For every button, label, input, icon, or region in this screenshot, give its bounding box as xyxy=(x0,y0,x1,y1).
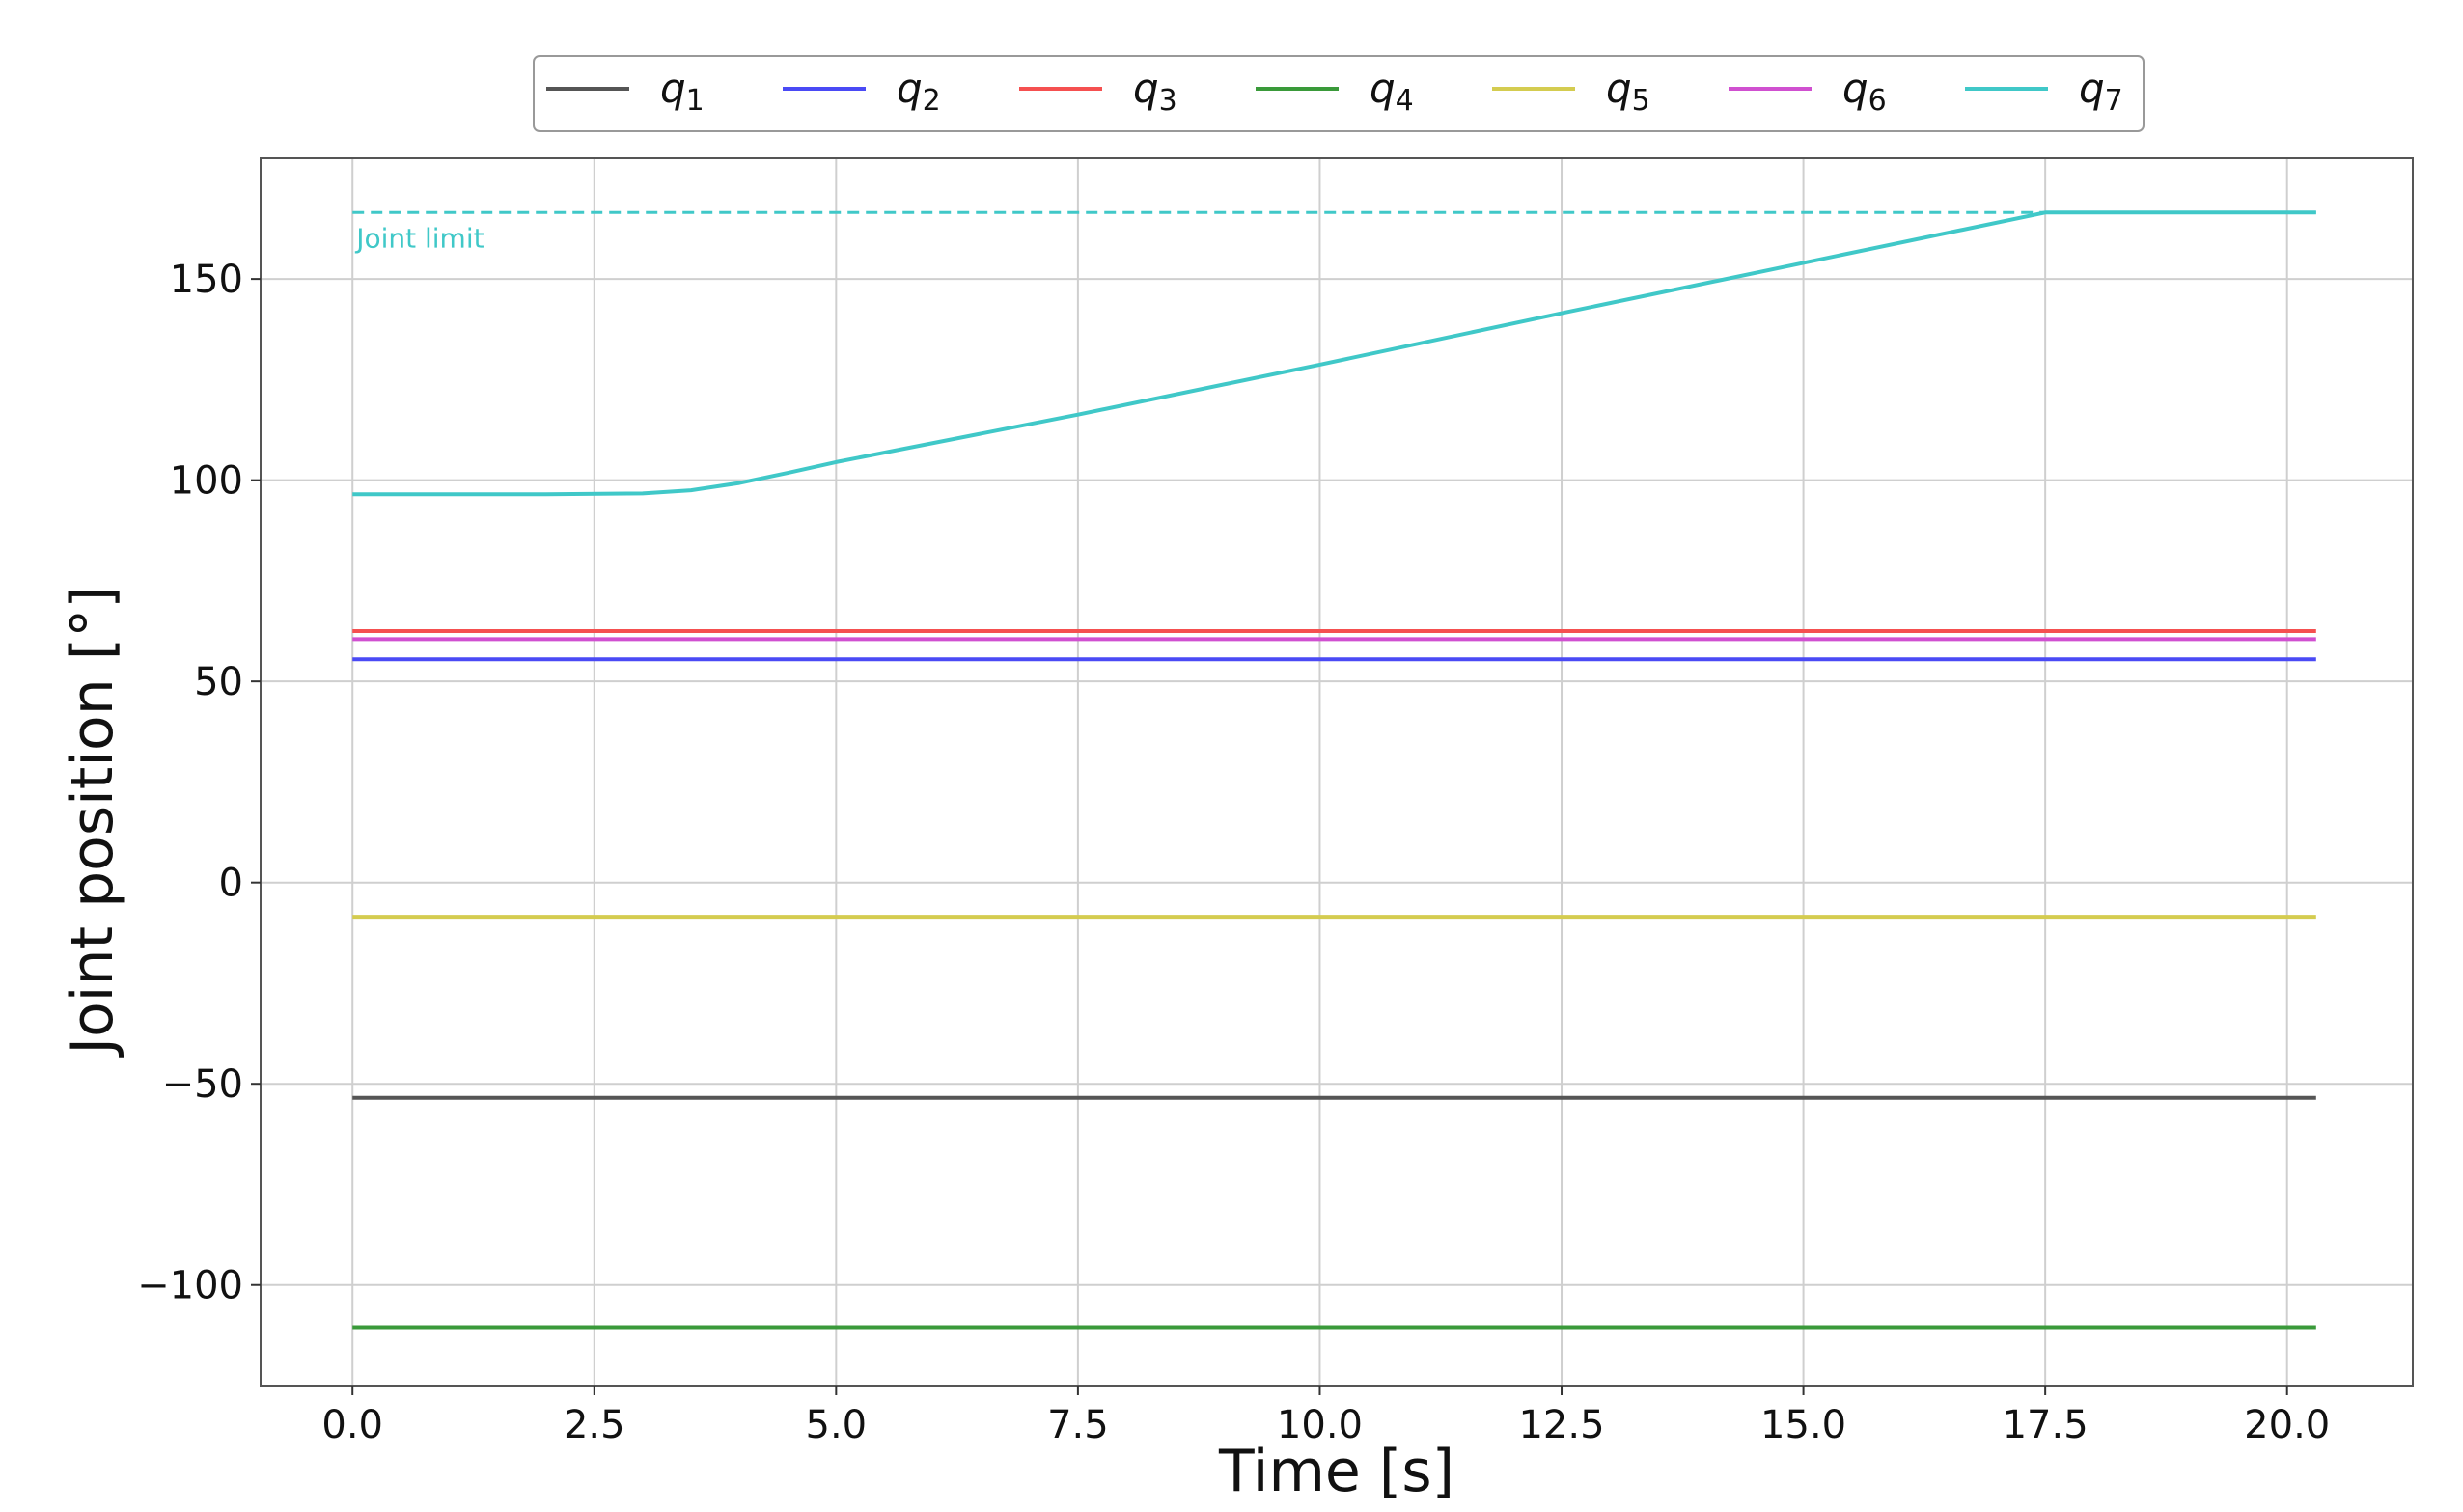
legend-label-q4: q4 xyxy=(1370,65,1414,118)
legend-label-subscript: 3 xyxy=(1159,84,1177,118)
legend-items: q1 q2 q3 q4 q5 q6 q7 xyxy=(546,65,2123,118)
x-tick-label: 12.5 xyxy=(1518,1403,1604,1447)
legend-label-base: q xyxy=(1842,65,1868,112)
x-tick-label: 20.0 xyxy=(2244,1403,2330,1447)
legend-label-base: q xyxy=(1606,65,1632,112)
legend-label-base: q xyxy=(2079,65,2105,112)
x-tick-label: 7.5 xyxy=(1047,1403,1109,1447)
y-tick-label: 150 xyxy=(170,258,243,302)
legend-label-base: q xyxy=(897,65,923,112)
series-line-q7 xyxy=(352,210,2316,497)
grid-layer xyxy=(261,158,2413,1386)
x-tick-label: 15.0 xyxy=(1760,1403,1846,1447)
legend-label-q5: q5 xyxy=(1606,65,1650,118)
legend-label-subscript: 6 xyxy=(1868,84,1887,118)
x-tick-label: 10.0 xyxy=(1277,1403,1363,1447)
legend-label-subscript: 1 xyxy=(686,84,705,118)
legend-label-q7: q7 xyxy=(2079,65,2123,118)
series-layer xyxy=(352,210,2316,1330)
legend-label-subscript: 5 xyxy=(1632,84,1650,118)
y-tick-label: −100 xyxy=(137,1264,243,1308)
x-tick-label: 17.5 xyxy=(2003,1403,2089,1447)
x-axis-label: Time [s] xyxy=(1218,1438,1454,1505)
x-tick-label: 2.5 xyxy=(564,1403,625,1447)
legend-label-q2: q2 xyxy=(897,65,941,118)
legend: q1 q2 q3 q4 q5 q6 q7 xyxy=(533,55,2145,132)
y-axis-label: Joint position [°] xyxy=(59,586,126,1058)
legend-label-q3: q3 xyxy=(1133,65,1177,118)
legend-box xyxy=(533,55,2145,132)
y-tick-label: 100 xyxy=(170,459,243,504)
tick-layer: 0.0 2.5 5.0 7.5 10.0 12.5 15.0 17.5 20.0 −100 −50 0… xyxy=(137,258,2330,1447)
y-tick-label: −50 xyxy=(162,1062,243,1107)
x-tick-label: 0.0 xyxy=(321,1403,383,1447)
annotation-layer: Joint limit xyxy=(352,210,2316,254)
legend-label-q6: q6 xyxy=(1842,65,1887,118)
legend-label-subscript: 4 xyxy=(1396,84,1414,118)
y-tick-label: 0 xyxy=(219,862,243,906)
legend-label-q1: q1 xyxy=(660,65,705,118)
legend-label-subscript: 2 xyxy=(923,84,941,118)
legend-label-base: q xyxy=(1370,65,1396,112)
legend-label-base: q xyxy=(660,65,686,112)
joint-limit-label: Joint limit xyxy=(354,222,484,254)
x-tick-label: 5.0 xyxy=(806,1403,868,1447)
legend-label-base: q xyxy=(1133,65,1159,112)
y-tick-label: 50 xyxy=(194,660,243,704)
legend-label-subscript: 7 xyxy=(2105,84,2123,118)
plot-frame xyxy=(260,157,2414,1387)
